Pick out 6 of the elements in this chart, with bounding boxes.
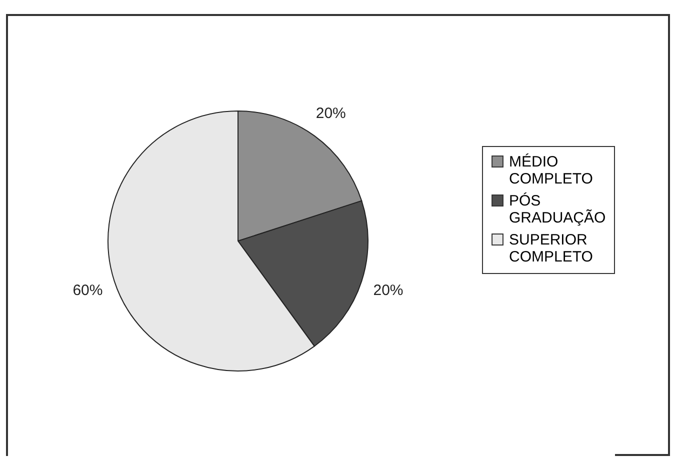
data-label: 20% xyxy=(316,105,346,122)
data-label: 60% xyxy=(72,282,103,299)
legend-label: SUPERIOR COMPLETO xyxy=(509,232,593,266)
legend-label: PÓS GRADUAÇÃO xyxy=(509,192,606,226)
legend-label: MÉDIO COMPLETO xyxy=(509,152,593,188)
data-label: 20% xyxy=(373,282,404,299)
